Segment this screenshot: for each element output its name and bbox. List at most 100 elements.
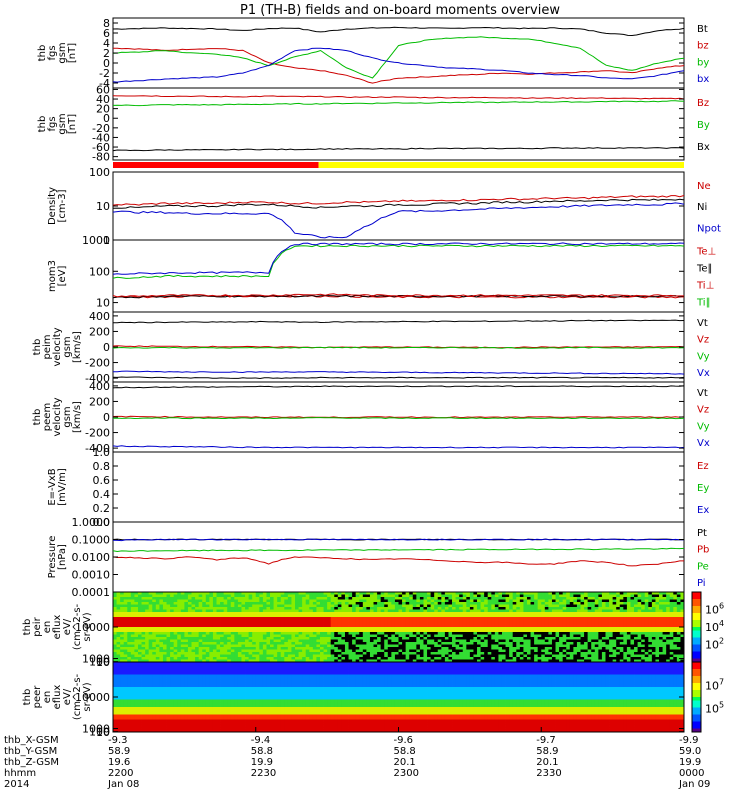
spectrogram-cell — [277, 622, 282, 625]
spectrogram-cell — [316, 597, 321, 600]
spectrogram-cell — [195, 657, 200, 660]
spectrogram-cell — [352, 649, 357, 653]
spectrogram-cell — [334, 614, 339, 618]
spectrogram-cell — [469, 594, 474, 598]
spectrogram-cell — [430, 612, 435, 615]
spectrogram-cell — [537, 607, 542, 610]
spectrogram-cell — [166, 619, 171, 623]
spectrogram-cell — [601, 604, 606, 608]
spectrogram-cell — [355, 622, 360, 625]
spectrogram-cell — [573, 662, 578, 665]
spectrogram-cell — [316, 662, 321, 665]
spectrogram-cell — [427, 607, 432, 610]
spectrogram-cell — [223, 649, 228, 653]
spectrogram-cell — [601, 609, 606, 613]
panel-frame — [112, 87, 685, 161]
spectrogram-cell — [519, 597, 524, 600]
spectrogram-cell — [551, 654, 556, 658]
spectrogram-cell — [162, 627, 167, 630]
spectrogram-cell — [437, 612, 442, 615]
spectrogram-cell — [220, 624, 225, 628]
spectrogram-cell — [159, 607, 164, 610]
spectrogram-cell — [362, 624, 367, 628]
spectrogram-cell — [601, 602, 606, 605]
spectrogram-cell — [195, 662, 200, 665]
spectrogram-cell — [494, 647, 499, 650]
spectrogram-cell — [362, 592, 367, 595]
spectrogram-cell — [487, 662, 492, 665]
spectrogram-cell — [441, 627, 446, 630]
spectrogram-cell — [205, 599, 210, 603]
spectrogram-cell — [530, 617, 535, 620]
spectrogram-cell — [387, 642, 392, 645]
spectrogram-cell — [680, 597, 685, 600]
spectrogram-cell — [302, 619, 307, 623]
spectrogram-cell — [430, 652, 435, 655]
spectrogram-cell — [616, 629, 621, 633]
spectrogram-cell — [277, 614, 282, 618]
spectrogram-cell — [477, 629, 481, 633]
y-axis-label: [eV] — [57, 266, 68, 287]
spectrogram-cell — [448, 624, 453, 628]
spectrogram-cell — [626, 609, 631, 613]
spectrogram-cell — [223, 624, 228, 628]
spectrogram-cell — [437, 662, 442, 665]
spectrogram-cell — [530, 604, 535, 608]
spectrogram-cell — [245, 607, 250, 610]
spectrogram-cell — [173, 649, 178, 653]
spectrogram-cell — [576, 649, 581, 653]
spectrogram-cell — [534, 594, 539, 598]
spectrogram-cell — [644, 637, 649, 640]
spectrogram-cell — [373, 664, 378, 668]
spectrogram-cell — [305, 664, 310, 668]
spectrogram-cell — [591, 592, 596, 595]
spectrogram-cell — [298, 609, 303, 613]
spectrogram-cell — [562, 607, 567, 610]
spectrogram-cell — [216, 607, 221, 610]
mode-bar-segment — [318, 162, 684, 168]
spectrogram-cell — [619, 604, 624, 608]
spectrogram-cell — [316, 617, 321, 620]
spectrogram-cell — [369, 599, 374, 603]
spectrogram-cell — [551, 627, 556, 630]
spectrogram-cell — [380, 632, 385, 635]
spectrogram-cell — [566, 649, 571, 653]
spectrogram-cell — [576, 599, 581, 603]
spectrogram-cell — [148, 627, 153, 630]
spectrogram-cell — [641, 602, 646, 605]
spectrogram-cell — [501, 634, 506, 638]
spectrogram-cell — [423, 647, 428, 650]
spectrogram-cell — [459, 614, 464, 618]
spectrogram-cell — [634, 592, 639, 595]
spectrogram-cell — [398, 654, 403, 658]
spectrogram-cell — [423, 642, 428, 645]
spectrogram-cell — [648, 617, 653, 620]
spectrogram-cell — [494, 632, 499, 635]
spectrogram-cell — [587, 607, 592, 610]
spectrogram-cell — [630, 614, 635, 618]
spectrogram-cell — [195, 659, 200, 663]
spectrogram-cell — [605, 612, 610, 615]
y-axis-label: thb — [32, 409, 43, 426]
spectrogram-cell — [605, 604, 610, 608]
spectrogram-cell — [576, 662, 581, 665]
spectrogram-cell — [423, 614, 428, 618]
spectrogram-cell — [569, 619, 574, 623]
spectrogram-cell — [162, 622, 167, 625]
spectrogram-cell — [584, 644, 589, 648]
spectrogram-cell — [651, 637, 656, 640]
spectrogram-cell — [184, 614, 189, 618]
spectrogram-cell — [173, 629, 178, 633]
spectrogram-cell — [302, 644, 307, 648]
spectrogram-cell — [369, 619, 374, 623]
spectrogram-cell — [452, 592, 456, 595]
spectrogram-cell — [152, 622, 157, 625]
colorbar-cell — [692, 634, 701, 638]
spectrogram-cell — [473, 602, 478, 605]
spectrogram-cell — [487, 627, 492, 630]
spectrogram-cell — [609, 599, 614, 603]
spectrogram-cell — [405, 609, 410, 613]
spectrogram-cell — [155, 624, 160, 628]
spectrogram-cell — [551, 632, 556, 635]
spectrogram-cell — [519, 607, 524, 610]
